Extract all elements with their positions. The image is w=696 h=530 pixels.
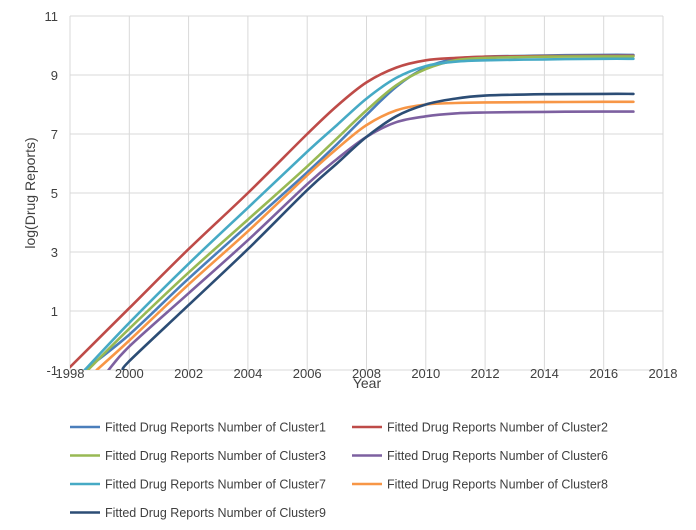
legend-item-5: Fitted Drug Reports Number of Cluster7 [70, 478, 326, 492]
legend-label-5: Fitted Drug Reports Number of Cluster7 [105, 478, 326, 492]
y-axis-title: log(Drug Reports) [22, 137, 38, 248]
y-tick-label-0: -1 [46, 363, 58, 378]
legend-item-3: Fitted Drug Reports Number of Cluster3 [70, 449, 326, 463]
legend: Fitted Drug Reports Number of Cluster1 Fi… [70, 421, 608, 520]
x-tick-label-5: 2008 [352, 366, 381, 381]
y-tick-label-3: 5 [51, 186, 58, 201]
y-tick-label-4: 7 [51, 127, 58, 142]
x-tick-label-3: 2004 [233, 366, 262, 381]
series-line-6 [95, 100, 635, 370]
x-tick-label-6: 2010 [411, 366, 440, 381]
x-tick-label-1: 2000 [115, 366, 144, 381]
gridlines [69, 15, 664, 371]
legend-label-2: Fitted Drug Reports Number of Cluster2 [387, 421, 608, 435]
y-tick-label-5: 9 [51, 68, 58, 83]
x-tick-label-4: 2006 [293, 366, 322, 381]
legend-label-4: Fitted Drug Reports Number of Cluster6 [387, 449, 608, 463]
x-tick-label-2: 2002 [174, 366, 203, 381]
x-axis-title: Year [353, 375, 382, 391]
legend-item-4: Fitted Drug Reports Number of Cluster6 [352, 449, 608, 463]
legend-item-7: Fitted Drug Reports Number of Cluster9 [70, 506, 326, 520]
y-tick-label-1: 1 [51, 304, 58, 319]
y-tick-label-6: 11 [45, 9, 59, 24]
x-tick-label-0: 1998 [56, 366, 85, 381]
x-tick-label-8: 2014 [530, 366, 559, 381]
series-line-5 [83, 57, 635, 370]
y-axis-tick-labels: -1 1 3 5 7 9 11 [45, 9, 59, 378]
legend-label-1: Fitted Drug Reports Number of Cluster1 [105, 421, 326, 435]
x-tick-label-7: 2012 [471, 366, 500, 381]
legend-label-3: Fitted Drug Reports Number of Cluster3 [105, 449, 326, 463]
x-tick-label-10: 2018 [649, 366, 678, 381]
series-line-3 [86, 55, 635, 370]
legend-item-1: Fitted Drug Reports Number of Cluster1 [70, 421, 326, 435]
series-line-7 [121, 92, 635, 370]
series-lines [70, 53, 635, 370]
y-tick-label-2: 3 [51, 245, 58, 260]
x-axis-tick-labels: 1998 2000 2002 2004 2006 2008 2010 2012 2014 2016… [56, 366, 678, 381]
legend-item-2: Fitted Drug Reports Number of Cluster2 [352, 421, 608, 435]
x-tick-label-9: 2016 [589, 366, 618, 381]
legend-item-6: Fitted Drug Reports Number of Cluster8 [352, 478, 608, 492]
series-line-4 [107, 110, 635, 370]
legend-label-7: Fitted Drug Reports Number of Cluster9 [105, 506, 326, 520]
legend-label-6: Fitted Drug Reports Number of Cluster8 [387, 478, 608, 492]
